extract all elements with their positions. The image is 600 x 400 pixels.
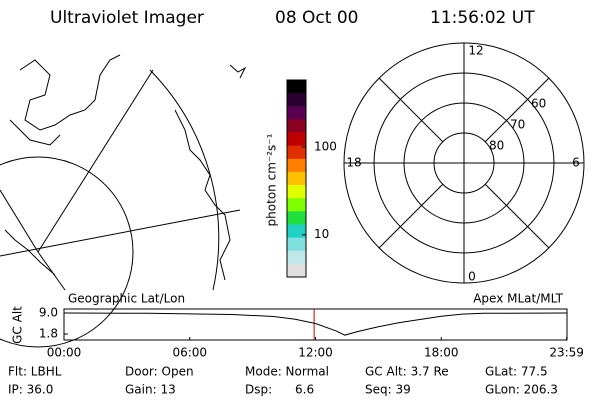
lat-label: 70 bbox=[510, 118, 525, 132]
colorbar-tick-label: 10 bbox=[314, 227, 329, 241]
colorbar bbox=[286, 79, 307, 278]
mlt-diagonal bbox=[378, 77, 444, 143]
colorbar-swatch bbox=[287, 145, 306, 160]
mlt-label: 0 bbox=[468, 270, 476, 284]
colorbar-swatch bbox=[287, 211, 306, 225]
footer-field: Mode: Normal bbox=[245, 365, 329, 379]
coastline bbox=[19, 54, 121, 131]
coastline bbox=[229, 64, 247, 79]
date: 08 Oct 00 bbox=[275, 8, 358, 28]
colorbar-swatch bbox=[287, 93, 306, 107]
colorbar-swatch bbox=[287, 106, 306, 120]
x-tick-label: 12:00 bbox=[298, 346, 333, 360]
y-axis-label: GC Alt bbox=[11, 306, 25, 344]
colorbar-unit: photon cm⁻²s⁻¹ bbox=[265, 133, 279, 226]
x-tick-label: 00:00 bbox=[47, 346, 82, 360]
mlt-label: 12 bbox=[468, 44, 483, 58]
alt-line bbox=[63, 312, 568, 336]
footer-field: IP: 36.0 bbox=[8, 383, 53, 397]
colorbar-swatch bbox=[287, 237, 306, 252]
colorbar-swatch bbox=[287, 198, 306, 212]
x-tick-label: 23:59 bbox=[549, 346, 584, 360]
time: 11:56:02 UT bbox=[430, 8, 535, 28]
colorbar-swatch bbox=[287, 132, 306, 147]
left-label: Geographic Lat/Lon bbox=[68, 292, 185, 306]
footer-field: Gain: 13 bbox=[125, 383, 176, 397]
coastline bbox=[4, 229, 56, 276]
map-arc bbox=[149, 69, 220, 291]
colorbar-tick-label: 100 bbox=[314, 139, 337, 153]
y-tick-label: 1.8 bbox=[39, 327, 58, 341]
footer-field: GC Alt: 3.7 Re bbox=[365, 365, 449, 379]
map-parallel bbox=[0, 209, 241, 257]
footer-field: Dsp: 6.6 bbox=[245, 383, 314, 397]
x-tick-label: 06:00 bbox=[172, 346, 207, 360]
coastline bbox=[174, 109, 231, 281]
lat-label: 80 bbox=[489, 139, 504, 153]
map-meridian bbox=[37, 251, 66, 291]
colorbar-swatch bbox=[287, 250, 306, 265]
colorbar-swatch bbox=[287, 171, 306, 186]
colorbar-swatch bbox=[287, 119, 306, 134]
map-circle bbox=[0, 156, 134, 348]
map bbox=[0, 54, 247, 348]
footer-field: GLat: 77.5 bbox=[485, 365, 548, 379]
mlt-label: 6 bbox=[572, 156, 580, 170]
colorbar-swatch bbox=[287, 158, 306, 173]
title: Ultraviolet Imager bbox=[50, 8, 204, 28]
footer-field: Seq: 39 bbox=[365, 383, 411, 397]
colorbar-swatch bbox=[287, 224, 306, 239]
mlt-label: 18 bbox=[346, 156, 361, 170]
right-label: Apex MLat/MLT bbox=[473, 292, 563, 306]
mlt-diagonal bbox=[378, 183, 444, 249]
footer-field: GLon: 206.3 bbox=[485, 383, 558, 397]
mlt-diagonal bbox=[484, 183, 550, 249]
colorbar-swatch bbox=[287, 80, 306, 94]
map-meridian bbox=[0, 189, 39, 253]
footer-field: Flt: LBHL bbox=[8, 365, 62, 379]
x-tick-label: 18:00 bbox=[424, 346, 459, 360]
coastline bbox=[9, 119, 61, 146]
mlt-diagonal bbox=[484, 77, 550, 143]
colorbar-swatch bbox=[287, 263, 306, 278]
colorbar-swatch bbox=[287, 185, 306, 199]
map-meridian bbox=[37, 69, 154, 253]
colorbar-frame bbox=[286, 79, 307, 278]
footer-field: Door: Open bbox=[125, 365, 194, 379]
lat-label: 60 bbox=[531, 97, 546, 111]
y-tick-label: 9.0 bbox=[39, 306, 58, 320]
